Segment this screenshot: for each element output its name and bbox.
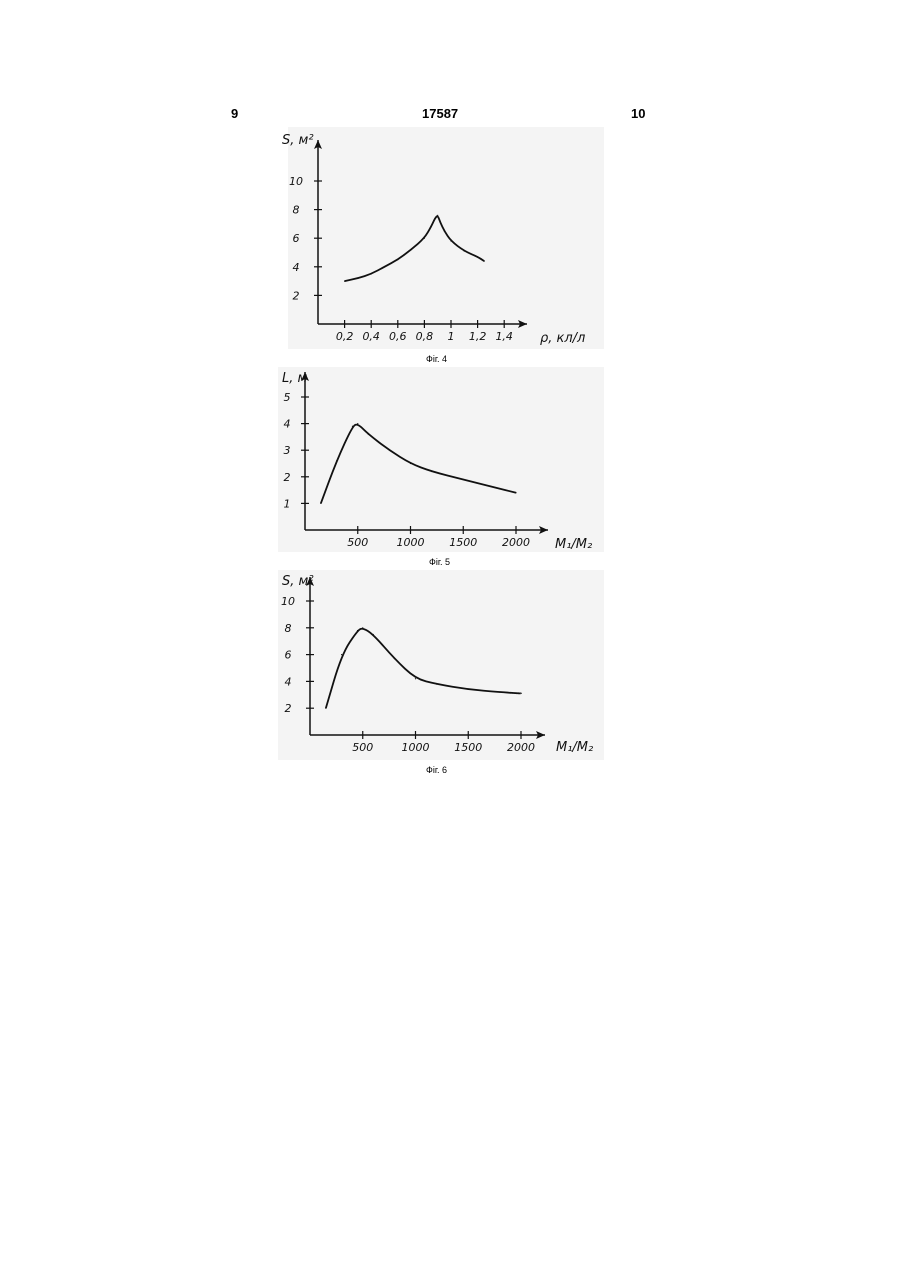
- y-tick-label: 1: [284, 497, 291, 510]
- x-tick-label: 500: [352, 741, 373, 754]
- data-point: [357, 630, 358, 631]
- x-tick-label: 1000: [397, 536, 425, 549]
- data-point: [484, 260, 485, 261]
- data-point: [344, 281, 345, 282]
- y-tick-label: 6: [285, 649, 292, 662]
- x-tick-label: 0,6: [389, 330, 407, 343]
- x-tick-label: 1: [448, 330, 455, 343]
- x-axis-label: M₁/M₂: [555, 537, 592, 552]
- data-point: [362, 627, 363, 628]
- data-point: [440, 222, 441, 223]
- data-point: [352, 426, 353, 427]
- data-point: [357, 423, 358, 424]
- data-point: [444, 230, 445, 231]
- data-point: [520, 693, 521, 694]
- x-tick-label: 1000: [402, 741, 430, 754]
- data-point: [499, 692, 500, 693]
- x-tick-label: 2000: [502, 536, 530, 549]
- figure-5-background: [278, 367, 604, 552]
- y-tick-label: 8: [285, 622, 292, 635]
- x-axis-label: ρ, кл/л: [540, 331, 585, 346]
- data-point: [424, 238, 425, 239]
- data-point: [463, 479, 464, 480]
- patent-number: 17587: [422, 106, 458, 121]
- data-point: [357, 278, 358, 279]
- y-tick-label: 3: [284, 444, 291, 457]
- data-point: [436, 683, 437, 684]
- data-point: [341, 654, 342, 655]
- y-tick-label: 4: [293, 261, 300, 274]
- x-tick-label: 2000: [507, 741, 535, 754]
- data-point: [494, 487, 495, 488]
- data-point: [437, 215, 438, 216]
- page-number-left: 9: [231, 106, 238, 121]
- y-axis-label: S, м²: [282, 574, 314, 589]
- data-point: [389, 450, 390, 451]
- y-tick-label: 2: [284, 471, 291, 484]
- data-point: [320, 503, 321, 504]
- y-tick-label: 10: [281, 595, 295, 608]
- data-point: [325, 708, 326, 709]
- x-axis-label: M₁/M₂: [556, 740, 593, 755]
- x-tick-label: 1500: [454, 741, 482, 754]
- data-point: [411, 249, 412, 250]
- y-tick-label: 6: [293, 232, 300, 245]
- y-tick-label: 5: [284, 391, 291, 404]
- data-point: [477, 256, 478, 257]
- figure-6-background: [278, 570, 604, 760]
- data-point: [431, 471, 432, 472]
- data-point: [336, 460, 337, 461]
- page-number-right: 10: [631, 106, 645, 121]
- figure-5-chart: 500 1000 1500 2000 1 2 3 4 5 M₁/M₂ L, м: [0, 362, 901, 557]
- x-tick-label: 500: [347, 536, 368, 549]
- y-tick-label: 4: [285, 675, 292, 688]
- x-tick-label: 1500: [449, 536, 477, 549]
- data-point: [410, 463, 411, 464]
- data-point: [373, 634, 374, 635]
- y-tick-label: 8: [293, 204, 300, 217]
- y-tick-label: 10: [289, 175, 303, 188]
- x-tick-label: 1,4: [495, 330, 513, 343]
- figure-6-caption: Фіг. 6: [426, 765, 447, 775]
- data-point: [415, 678, 416, 679]
- data-point: [468, 689, 469, 690]
- data-point: [430, 226, 431, 227]
- data-point: [368, 434, 369, 435]
- figure-4-background: [288, 127, 604, 349]
- x-tick-label: 0,4: [362, 330, 380, 343]
- data-point: [371, 273, 372, 274]
- y-axis-label: L, м: [282, 371, 308, 386]
- data-point: [464, 250, 465, 251]
- y-axis-label: S, м²: [282, 133, 314, 148]
- data-point: [384, 266, 385, 267]
- x-tick-label: 0,8: [416, 330, 434, 343]
- x-tick-label: 0,2: [336, 330, 354, 343]
- y-tick-label: 2: [293, 289, 300, 302]
- data-point: [515, 492, 516, 493]
- data-point: [450, 240, 451, 241]
- figure-4-chart: 0,2 0,4 0,6 0,8 1 1,2 1,4 2 4 6 8 10 ρ, кл/л S, м²: [0, 122, 901, 357]
- data-point: [397, 259, 398, 260]
- y-tick-label: 2: [285, 702, 292, 715]
- data-point: [434, 218, 435, 219]
- data-point: [394, 658, 395, 659]
- x-tick-label: 1,2: [469, 330, 487, 343]
- y-tick-label: 4: [284, 418, 291, 431]
- figure-6-chart: 500 1000 1500 2000 2 4 6 8 10 M₁/M₂ S, м²: [0, 565, 901, 765]
